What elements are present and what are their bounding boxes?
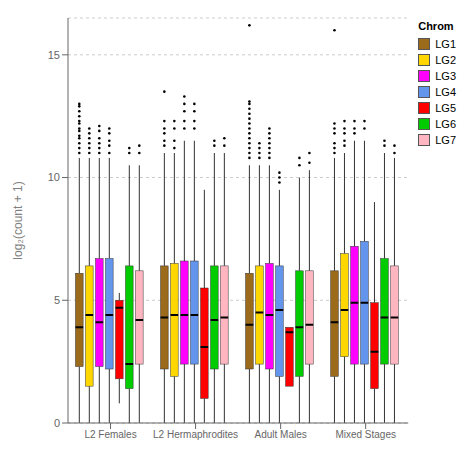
svg-text:L2 Females: L2 Females <box>84 429 136 440</box>
html-text:LG7: LG7 <box>435 134 456 146</box>
svg-text:Adult Males: Adult Males <box>255 429 307 440</box>
svg-text:15: 15 <box>48 49 60 61</box>
svg-text:Mixed Stages: Mixed Stages <box>335 429 396 440</box>
html-text:LG5: LG5 <box>435 102 456 114</box>
html-text:LG2: LG2 <box>435 54 456 66</box>
svg-text:10: 10 <box>48 171 60 183</box>
svg-text:5: 5 <box>54 294 60 306</box>
svg-text:0: 0 <box>54 417 60 429</box>
html-text:LG6: LG6 <box>435 118 456 130</box>
html-text:Chrom: Chrom <box>418 20 454 32</box>
svg-text:log₂(count + 1): log₂(count + 1) <box>11 181 25 259</box>
html-text:LG1: LG1 <box>435 38 456 50</box>
html-text:LG3: LG3 <box>435 70 456 82</box>
svg-text:L2 Hermaphrodites: L2 Hermaphrodites <box>153 429 238 440</box>
html-text:LG4: LG4 <box>435 86 456 98</box>
